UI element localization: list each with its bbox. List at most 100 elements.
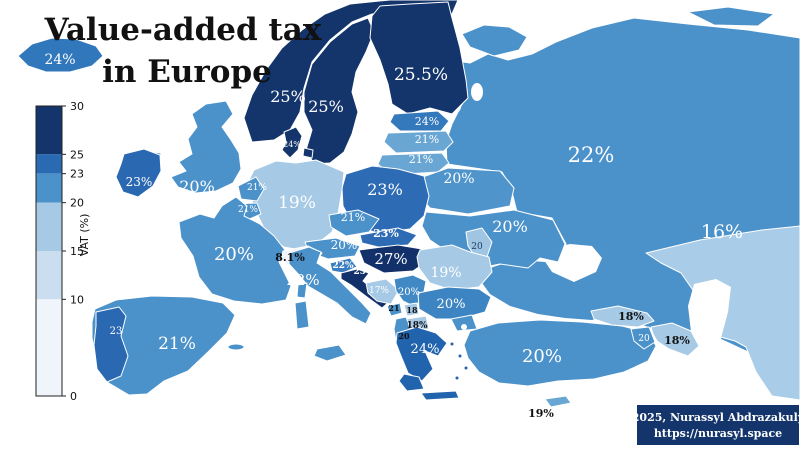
label-spain: 21% — [158, 334, 196, 354]
aegean-island — [463, 365, 469, 371]
country-czechia — [328, 209, 380, 237]
label-germany: 19% — [278, 193, 316, 213]
label-kosovo: 18 — [406, 305, 418, 315]
aegean-island — [454, 375, 460, 381]
label-serbia: 20% — [398, 287, 420, 298]
country-uk — [170, 100, 242, 194]
country-denmark — [281, 126, 303, 159]
label-georgia: 18% — [618, 310, 644, 323]
label-montenegro: 21 — [388, 303, 399, 313]
country-sweden — [303, 17, 375, 165]
country-cyprus — [544, 395, 572, 408]
country-iceland — [17, 37, 104, 73]
label-armenia: 20 — [638, 334, 650, 344]
caspian-sea — [688, 279, 737, 424]
legend-bands — [36, 106, 62, 396]
country-italy-sardinia — [294, 300, 310, 330]
attribution-author: 2025, Nurassyl Abdrazakuly — [632, 411, 800, 424]
label-romania: 19% — [430, 265, 461, 281]
legend-band-23-25 — [36, 154, 62, 174]
country-azerbaijan — [650, 322, 700, 357]
label-france: 20% — [214, 244, 254, 265]
label-croatia: 25% — [353, 267, 375, 277]
legend-band-25-30 — [36, 106, 62, 155]
country-finland — [369, 1, 469, 115]
label-sweden: 25% — [308, 97, 344, 116]
label-belgium: 21% — [238, 205, 258, 215]
label-turkey: 20% — [522, 346, 562, 367]
label-lithuania: 21% — [409, 153, 433, 166]
legend-tick-label-15: 15 — [70, 245, 84, 258]
country-netherlands — [237, 176, 265, 202]
label-bulgaria: 20% — [437, 297, 466, 312]
country-italy — [288, 246, 372, 325]
legend-band-15-20 — [36, 202, 62, 251]
country-portugal — [93, 306, 129, 383]
lake-onega — [471, 83, 483, 101]
label-czechia: 21% — [341, 211, 365, 224]
country-montenegro — [386, 302, 403, 317]
legend-ticks: 30 25 23 20 15 10 0 — [62, 100, 84, 403]
corsica — [296, 282, 308, 299]
legend-band-0-10 — [36, 299, 62, 396]
country-latvia — [383, 130, 454, 154]
label-poland: 23% — [367, 180, 403, 199]
label-estonia: 24% — [415, 115, 439, 128]
country-greece-crete — [420, 390, 460, 401]
label-netherlands: 21% — [247, 183, 267, 193]
legend-tick-label-30: 30 — [70, 100, 84, 113]
country-greece — [395, 326, 448, 382]
country-ireland — [115, 148, 162, 198]
sea-of-marmara — [461, 324, 467, 330]
label-denmark: 24% — [283, 140, 301, 149]
label-bosnia: 17% — [369, 286, 389, 296]
balearic-islands — [227, 343, 245, 351]
label-greece: 24% — [411, 342, 440, 357]
country-bulgaria — [417, 286, 492, 320]
country-bosnia — [365, 278, 400, 305]
aegean-island — [449, 341, 455, 347]
country-denmark-island — [302, 147, 314, 159]
label-portugal: 23 — [110, 326, 123, 337]
label-slovenia: 22% — [332, 261, 354, 271]
label-hungary: 27% — [374, 250, 407, 268]
country-russia-kola — [461, 24, 528, 57]
label-italy: 22% — [286, 271, 319, 289]
label-austria: 20% — [331, 238, 358, 252]
legend-axis-title: VAT (%) — [78, 214, 91, 257]
legend-tick-label-0: 0 — [70, 390, 77, 403]
aegean-island — [457, 353, 463, 359]
label-belarus: 20% — [443, 171, 474, 187]
legend-tick-label-10: 10 — [70, 293, 84, 306]
label-russia: 22% — [568, 143, 615, 167]
label-latvia: 21% — [415, 133, 439, 146]
country-slovakia — [359, 227, 418, 248]
country-romania — [416, 244, 493, 291]
country-italy-sicily — [313, 344, 347, 362]
label-kazakhstan: 16% — [701, 221, 743, 243]
vat-legend: 30 25 23 20 15 10 0 VAT (%) — [35, 100, 91, 403]
map-labels: 24%25%25%25.5%24%24%21%21% 22%16%20%20%20… — [44, 52, 743, 420]
label-ukraine: 20% — [492, 217, 528, 236]
country-greece-peloponnese — [398, 373, 425, 392]
label-switzerland: 8.1% — [275, 251, 305, 264]
country-slovenia — [329, 257, 358, 274]
country-turkey-thrace — [450, 314, 478, 332]
country-armenia — [630, 326, 656, 350]
label-albania: 20 — [398, 331, 410, 341]
label-norway: 25% — [270, 87, 306, 106]
label-iceland: 24% — [44, 52, 75, 68]
label-moldova: 20 — [471, 242, 483, 252]
label-cyprus: 19% — [528, 407, 554, 420]
legend-tick-label-20: 20 — [70, 197, 84, 210]
attribution-box: 2025, Nurassyl Abdrazakuly https://nuras… — [632, 403, 800, 447]
country-russia-island — [687, 6, 775, 27]
legend-tick-label-23: 23 — [70, 168, 84, 181]
label-azerbaijan: 18% — [664, 334, 690, 347]
country-kosovo — [403, 302, 420, 317]
country-georgia — [590, 305, 655, 328]
attribution-url: https://nurasyl.space — [654, 427, 782, 440]
legend-band-10-15 — [36, 251, 62, 300]
